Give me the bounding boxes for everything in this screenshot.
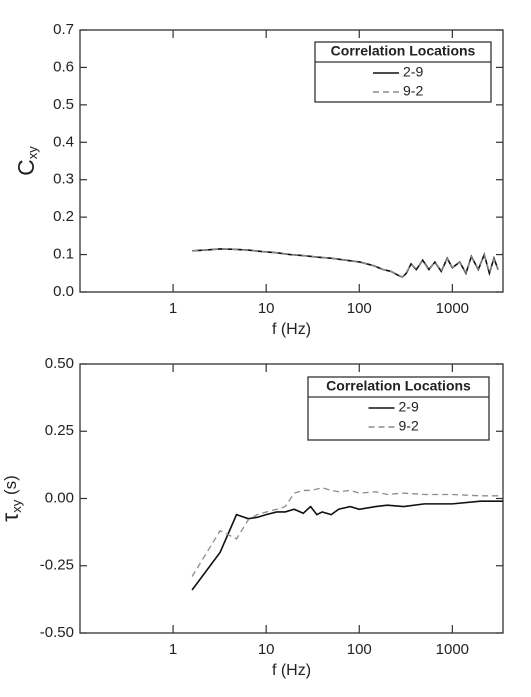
legend-box [314,41,492,103]
y-axis-label-main: C [13,159,39,176]
legend-title: Correlation Locations [331,43,476,59]
y-axis-label: τxy (s) [0,475,24,522]
legend-title: Correlation Locations [326,378,471,394]
legend-label: 2-9 [399,399,419,415]
x-tick-label: 100 [347,641,372,658]
y-tick-label: 0.3 [53,171,74,188]
y-tick-label: -0.25 [40,557,74,574]
series-line [191,487,503,577]
y-tick-label: 0.0 [53,283,74,300]
y-tick-label: 0.5 [53,96,74,113]
x-tick-label: 1 [169,300,177,317]
y-tick-label: 0.6 [53,58,74,75]
series-line [192,248,499,278]
legend-label: 9-2 [403,83,423,99]
y-tick-label: 0.1 [53,246,74,263]
x-tick-label: 10 [258,300,275,317]
legend-label: 9-2 [399,418,419,434]
y-axis-label-subscript: xy [9,499,24,513]
series-line [191,500,503,591]
series-line [192,248,499,278]
legend-box [307,376,490,441]
y-tick-label: 0.00 [45,489,74,506]
y-tick-label: 0.2 [53,208,74,225]
x-tick-label: 1 [169,641,177,658]
x-axis-label: f (Hz) [272,662,311,679]
legend-label: 2-9 [403,64,423,80]
y-axis-label: Cxy [13,146,40,176]
x-axis-label: f (Hz) [272,321,311,338]
y-axis-label-main: τ [0,513,23,522]
plot-frame [79,29,504,293]
x-tick-label: 1000 [436,641,469,658]
y-axis-label-unit: (s) [1,475,20,500]
x-tick-label: 100 [347,300,372,317]
y-tick-label: 0.25 [45,422,74,439]
y-tick-label: -0.50 [40,624,74,641]
y-axis-label-subscript: xy [25,146,40,160]
y-tick-label: 0.7 [53,21,74,38]
x-tick-label: 1000 [436,300,469,317]
x-tick-label: 10 [258,641,275,658]
y-tick-label: 0.50 [45,355,74,372]
y-tick-label: 0.4 [53,133,74,150]
